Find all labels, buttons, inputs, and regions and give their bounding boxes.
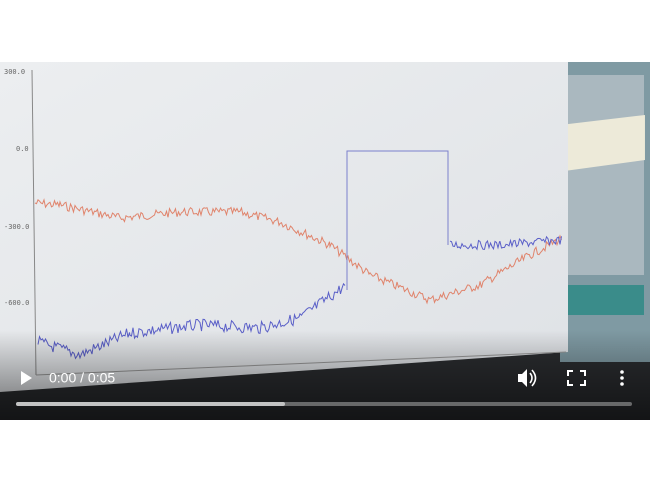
menu-button[interactable]	[620, 370, 624, 386]
red-trace	[34, 198, 562, 305]
y-axis-label: 300.0	[4, 68, 25, 76]
controls: 0:00 / 0:05	[16, 369, 632, 406]
buffered-bar	[16, 402, 285, 406]
y-axis-label: 0.0	[16, 145, 29, 153]
y-axis-label: -600.0	[4, 299, 29, 307]
y-axis-label: -300.0	[4, 223, 29, 231]
play-button[interactable]	[21, 371, 32, 385]
pulse-trace	[346, 150, 449, 290]
volume-button[interactable]	[518, 369, 537, 387]
time-display: 0:00 / 0:05	[49, 370, 115, 386]
video-frame: 300.0 0.0 -300.0 -600.0	[0, 62, 650, 420]
fullscreen-button[interactable]	[567, 370, 586, 386]
